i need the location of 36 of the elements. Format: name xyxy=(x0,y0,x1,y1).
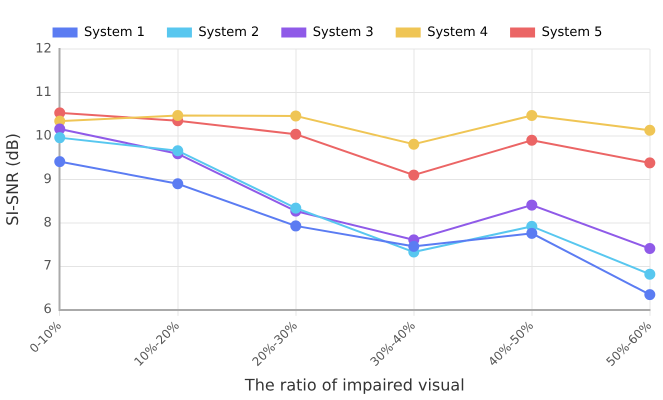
y-tick-label: 12 xyxy=(35,41,52,56)
point xyxy=(54,156,66,168)
point xyxy=(290,128,302,140)
point xyxy=(526,228,538,239)
point xyxy=(172,178,184,190)
y-tick-label: 7 xyxy=(43,258,52,274)
point xyxy=(526,110,538,122)
point xyxy=(172,145,184,156)
point xyxy=(290,202,302,214)
y-tick-label: 8 xyxy=(43,215,52,230)
point xyxy=(54,132,66,144)
y-tick-label: 10 xyxy=(35,128,52,144)
point xyxy=(290,220,302,232)
point xyxy=(644,157,656,168)
point xyxy=(526,200,538,211)
point xyxy=(408,170,420,181)
y-axis-title: SI-SNR (dB) xyxy=(2,133,22,226)
legend-label: System 3 xyxy=(312,24,374,40)
y-tick-label: 11 xyxy=(35,84,52,100)
point xyxy=(644,289,656,300)
legend-label: System 2 xyxy=(198,24,260,40)
point xyxy=(644,268,656,280)
point xyxy=(172,110,184,122)
point xyxy=(526,134,538,146)
legend-label: System 5 xyxy=(542,24,602,40)
legend-label: System 4 xyxy=(427,24,488,40)
point xyxy=(290,110,302,122)
point xyxy=(644,243,656,254)
x-axis-title: The ratio of impaired visual xyxy=(244,376,465,395)
legend-label: System 1 xyxy=(84,24,145,40)
point xyxy=(644,124,656,136)
y-tick-label: 6 xyxy=(43,302,52,318)
y-tick-label: 9 xyxy=(43,172,52,187)
point xyxy=(408,240,420,252)
point xyxy=(54,123,66,134)
point xyxy=(408,138,420,150)
